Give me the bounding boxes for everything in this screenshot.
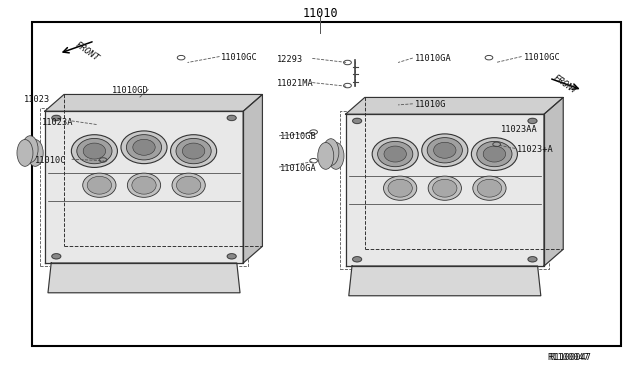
FancyBboxPatch shape xyxy=(32,22,621,346)
Text: 11021MA: 11021MA xyxy=(276,79,313,88)
Ellipse shape xyxy=(77,138,112,164)
Ellipse shape xyxy=(121,131,167,164)
Text: 11023+A: 11023+A xyxy=(517,145,554,154)
Text: 11010GB: 11010GB xyxy=(280,132,317,141)
Polygon shape xyxy=(48,263,240,293)
Polygon shape xyxy=(346,97,563,114)
Ellipse shape xyxy=(133,139,155,155)
Ellipse shape xyxy=(433,179,457,197)
Text: 11023AA: 11023AA xyxy=(500,125,537,134)
Circle shape xyxy=(353,118,362,124)
Text: 11010GC: 11010GC xyxy=(524,53,560,62)
Ellipse shape xyxy=(87,176,111,194)
Ellipse shape xyxy=(176,138,211,164)
Text: 11010GD: 11010GD xyxy=(112,86,148,94)
Ellipse shape xyxy=(328,142,344,169)
Text: R1100047: R1100047 xyxy=(549,353,591,362)
Ellipse shape xyxy=(428,176,461,200)
Circle shape xyxy=(52,115,61,121)
Text: 11023: 11023 xyxy=(24,95,51,104)
Polygon shape xyxy=(45,111,243,263)
Ellipse shape xyxy=(477,179,502,197)
Ellipse shape xyxy=(471,138,518,170)
Ellipse shape xyxy=(132,176,156,194)
Ellipse shape xyxy=(127,173,161,197)
Text: 11010: 11010 xyxy=(302,7,338,20)
Ellipse shape xyxy=(22,136,38,163)
Circle shape xyxy=(528,118,537,124)
Ellipse shape xyxy=(428,138,462,163)
Circle shape xyxy=(353,257,362,262)
Text: 11010GA: 11010GA xyxy=(415,54,451,63)
Ellipse shape xyxy=(72,135,118,167)
Text: FRONT: FRONT xyxy=(552,73,579,96)
Text: 11023A: 11023A xyxy=(42,118,73,126)
Polygon shape xyxy=(45,94,262,111)
Polygon shape xyxy=(243,94,262,263)
Circle shape xyxy=(227,115,236,121)
Ellipse shape xyxy=(177,176,201,194)
Ellipse shape xyxy=(323,139,339,166)
Text: 11010GA: 11010GA xyxy=(280,164,317,173)
Ellipse shape xyxy=(378,141,413,167)
Ellipse shape xyxy=(384,146,406,162)
Ellipse shape xyxy=(83,173,116,197)
Ellipse shape xyxy=(172,173,205,197)
Ellipse shape xyxy=(17,140,33,166)
Circle shape xyxy=(227,254,236,259)
Ellipse shape xyxy=(28,140,44,166)
Text: 11010G: 11010G xyxy=(415,100,446,109)
Ellipse shape xyxy=(182,143,205,159)
Ellipse shape xyxy=(372,138,419,170)
Ellipse shape xyxy=(473,176,506,200)
Circle shape xyxy=(528,257,537,262)
Polygon shape xyxy=(544,97,563,266)
Ellipse shape xyxy=(383,176,417,200)
Ellipse shape xyxy=(127,135,161,160)
Polygon shape xyxy=(346,114,544,266)
Text: 11010GC: 11010GC xyxy=(221,53,257,62)
Ellipse shape xyxy=(388,179,412,197)
Circle shape xyxy=(52,254,61,259)
Text: 11010C: 11010C xyxy=(35,156,67,165)
Text: FRONT: FRONT xyxy=(74,40,100,63)
Ellipse shape xyxy=(317,142,334,169)
Ellipse shape xyxy=(170,135,216,167)
Ellipse shape xyxy=(422,134,468,167)
Ellipse shape xyxy=(477,141,512,167)
Text: R1100047: R1100047 xyxy=(547,353,589,362)
Ellipse shape xyxy=(483,146,506,162)
Ellipse shape xyxy=(434,142,456,158)
Polygon shape xyxy=(349,266,541,296)
Ellipse shape xyxy=(83,143,106,159)
Text: 12293: 12293 xyxy=(276,55,303,64)
